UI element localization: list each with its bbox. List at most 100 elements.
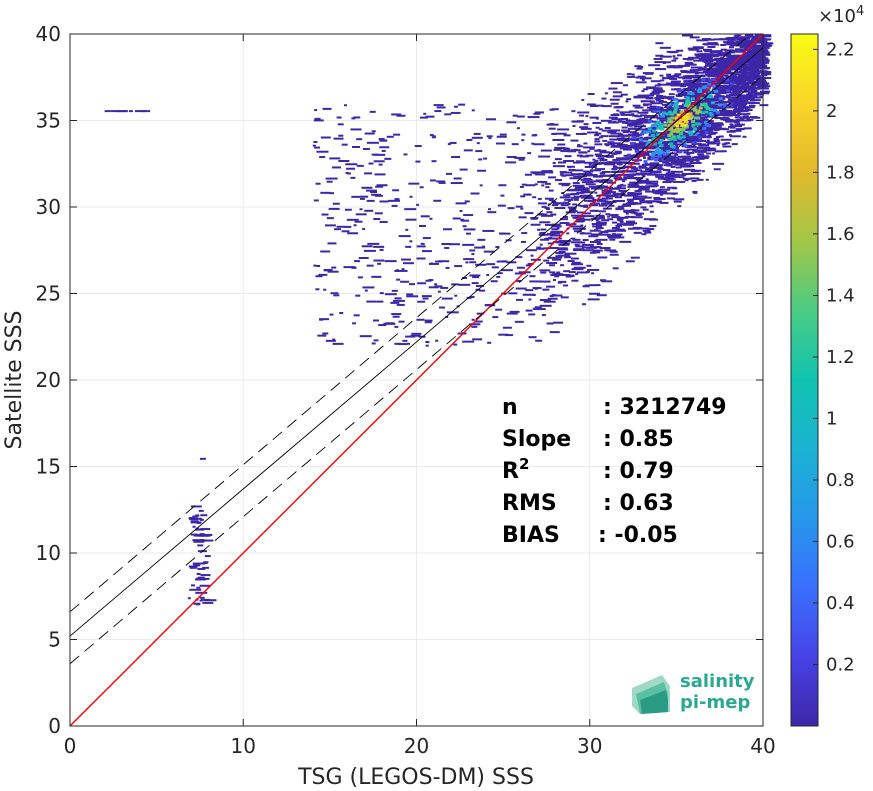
density-cell [200, 514, 208, 517]
density-cell [490, 280, 498, 283]
density-cell [433, 104, 444, 107]
density-cell [748, 78, 759, 81]
x-axis-ticks: 0 10 20 30 40 [64, 34, 776, 758]
density-cell [554, 207, 566, 210]
density-cell [707, 82, 712, 86]
density-cell [673, 105, 686, 108]
density-cell [190, 521, 202, 524]
density-cell [565, 201, 570, 204]
density-cell [327, 242, 337, 245]
density-cell [565, 242, 571, 245]
density-cell [693, 59, 700, 62]
density-cell [693, 108, 698, 112]
density-cell [333, 137, 344, 140]
density-cell [589, 116, 599, 119]
density-cell [469, 323, 481, 326]
density-cell [649, 147, 657, 150]
density-cell [620, 93, 628, 96]
density-cell [354, 220, 363, 223]
density-cell [341, 230, 350, 233]
density-cell [745, 82, 750, 85]
density-cell [727, 120, 734, 123]
density-cell [641, 199, 646, 202]
density-cell [629, 162, 640, 165]
density-cell [632, 154, 644, 157]
density-cell [729, 129, 742, 132]
density-cell [712, 108, 717, 112]
density-cell [637, 133, 642, 136]
density-cell [614, 178, 627, 181]
density-cell [685, 121, 689, 124]
density-cell [695, 159, 700, 162]
density-cell [677, 136, 682, 140]
density-cell [611, 216, 621, 219]
density-cell [687, 91, 692, 95]
density-cell [670, 170, 675, 173]
density-cell [710, 72, 716, 75]
density-cell [347, 232, 359, 235]
density-cell [453, 343, 458, 346]
density-cell [724, 41, 736, 44]
density-cell [592, 164, 598, 167]
density-cell [701, 53, 713, 56]
density-cell [717, 68, 728, 71]
density-cell [716, 54, 729, 57]
density-cell [714, 117, 725, 120]
density-cell [484, 304, 492, 307]
density-cell [568, 271, 576, 274]
density-cell [378, 324, 387, 327]
density-cell [196, 522, 201, 525]
density-cell [122, 110, 128, 113]
density-cell [541, 184, 545, 187]
density-cell [366, 141, 379, 144]
density-cell [596, 162, 603, 165]
density-cell [499, 232, 506, 235]
density-cell [704, 109, 708, 112]
density-cell [625, 100, 629, 103]
density-cell [336, 225, 345, 228]
density-cell [544, 206, 550, 209]
density-cell [405, 335, 416, 338]
density-cell [694, 142, 702, 145]
density-cell [747, 78, 752, 81]
density-cell [612, 95, 623, 98]
density-cell [745, 109, 753, 112]
density-cell [567, 206, 577, 209]
density-cell [638, 165, 647, 168]
density-cell [743, 100, 747, 103]
density-cell [529, 275, 536, 278]
density-cell [720, 138, 732, 141]
density-cell [592, 251, 601, 254]
density-cell [515, 256, 523, 259]
density-cell [697, 67, 706, 70]
density-cell [665, 149, 670, 153]
density-cell [702, 130, 706, 133]
density-cell [623, 148, 633, 151]
density-cell [358, 257, 369, 260]
density-cell [655, 99, 664, 102]
density-cell [555, 251, 564, 254]
density-cell [711, 43, 720, 46]
density-cell [632, 226, 642, 229]
density-cell [366, 264, 374, 267]
density-cell [736, 113, 748, 116]
density-cell [607, 161, 611, 164]
density-cell [710, 101, 715, 105]
density-cell [658, 125, 663, 129]
density-cell [659, 119, 672, 122]
density-cell [521, 183, 527, 186]
density-cell [547, 242, 553, 245]
density-cell [725, 111, 731, 114]
density-cell [617, 173, 630, 176]
density-cell [694, 116, 699, 120]
density-cell [741, 37, 751, 40]
density-cell [455, 202, 467, 205]
density-cell [443, 228, 453, 231]
density-cell [715, 136, 720, 139]
density-cell [478, 158, 483, 161]
density-cell [684, 179, 689, 182]
density-cell [626, 220, 636, 223]
density-cell [747, 88, 755, 91]
density-cell [533, 143, 545, 146]
density-cell [761, 74, 768, 77]
